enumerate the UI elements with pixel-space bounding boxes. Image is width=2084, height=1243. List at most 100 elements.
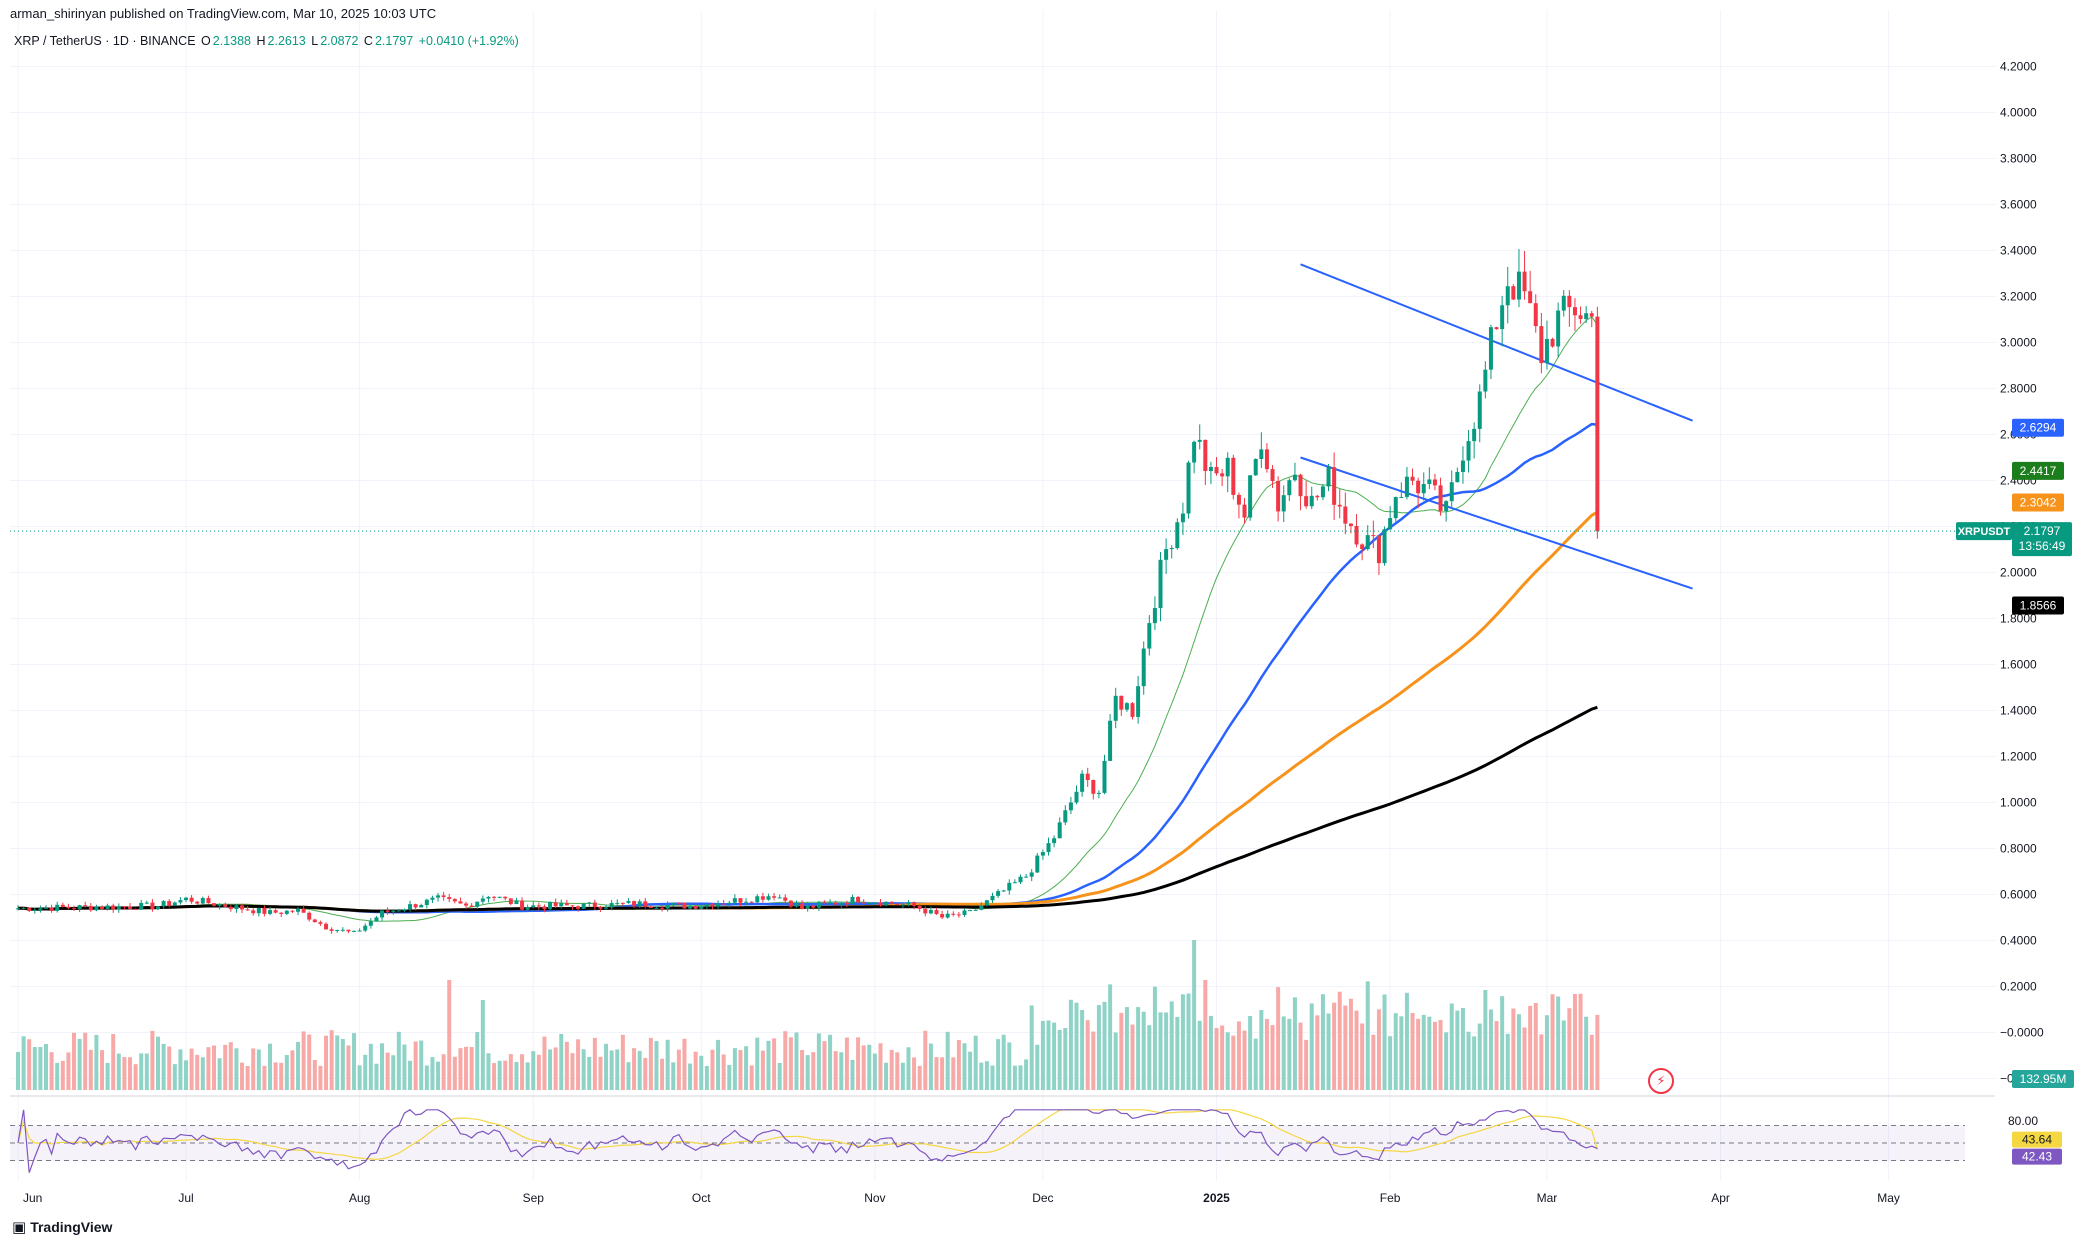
volume-bar bbox=[744, 1046, 749, 1090]
candlesticks bbox=[10, 249, 1955, 934]
x-tick-label: Nov bbox=[864, 1191, 885, 1205]
candle-body bbox=[1091, 780, 1096, 794]
tradingview-logo[interactable]: ▣ TradingView bbox=[12, 1218, 112, 1236]
volume-bar bbox=[1421, 1014, 1426, 1090]
volume-bar bbox=[1264, 1018, 1269, 1090]
symbol-tag: XRPUSDT bbox=[1958, 526, 2011, 538]
volume-bar bbox=[1455, 1010, 1460, 1090]
volume-bar bbox=[116, 1053, 121, 1090]
price-label-text: 1.8566 bbox=[2020, 598, 2057, 612]
symbol-name[interactable]: XRP / TetherUS · 1D · BINANCE bbox=[14, 34, 196, 48]
volume-bar bbox=[1018, 1065, 1023, 1090]
volume-bar bbox=[1332, 1002, 1337, 1090]
candle-body bbox=[301, 908, 306, 913]
candle-body bbox=[973, 909, 978, 911]
candle-body bbox=[1102, 760, 1107, 793]
candle-body bbox=[1242, 504, 1247, 518]
candle-body bbox=[273, 910, 278, 913]
volume-bar bbox=[637, 1050, 642, 1090]
candle-body bbox=[839, 902, 844, 905]
candle-body bbox=[772, 896, 777, 898]
candle-body bbox=[604, 907, 609, 909]
volume-bar bbox=[850, 1059, 855, 1090]
candle-body bbox=[1589, 313, 1594, 317]
candle-body bbox=[346, 929, 351, 932]
candle-body bbox=[766, 896, 771, 900]
rsi-tick-label: 80.00 bbox=[2008, 1114, 2038, 1128]
volume-bar bbox=[1500, 996, 1505, 1090]
volume-bar bbox=[1376, 1009, 1381, 1090]
volume-bar bbox=[49, 1052, 54, 1090]
volume-bar bbox=[1466, 1031, 1471, 1090]
volume-bar bbox=[805, 1055, 810, 1090]
bolt-icon[interactable]: ⚡ bbox=[1648, 1068, 1674, 1094]
candle-body bbox=[693, 906, 698, 909]
candle-body bbox=[94, 907, 99, 911]
volume-bar bbox=[284, 1055, 289, 1090]
volume-bar bbox=[251, 1048, 256, 1090]
volume-bar bbox=[609, 1050, 614, 1090]
candle-body bbox=[464, 903, 469, 906]
descending-channel[interactable] bbox=[1300, 263, 1693, 590]
volume-bar bbox=[559, 1033, 564, 1090]
price-labels: 2.6294 2.4417 2.3042 1.8566 XRPUSDT 2.179713:… bbox=[1956, 418, 2074, 1165]
candle-body bbox=[1466, 441, 1471, 461]
volume-bar bbox=[688, 1063, 693, 1090]
candle-body bbox=[1281, 495, 1286, 512]
candle-body bbox=[1214, 466, 1219, 474]
candle-body bbox=[1029, 872, 1034, 877]
candle-body bbox=[480, 898, 485, 902]
rsi-ma-line bbox=[17, 1109, 1598, 1161]
price-label-box bbox=[2012, 596, 2064, 615]
volume-bar bbox=[884, 1062, 889, 1090]
volume-bar bbox=[1550, 994, 1555, 1090]
volume-bar bbox=[1354, 1010, 1359, 1090]
volume-bar bbox=[1208, 1015, 1213, 1090]
volume-bar bbox=[1544, 1015, 1549, 1090]
candle-body bbox=[581, 903, 586, 909]
candle-body bbox=[1348, 523, 1353, 527]
candle-body bbox=[1399, 496, 1404, 498]
volume-bar bbox=[1287, 1018, 1292, 1090]
volume-bar bbox=[357, 1065, 362, 1090]
candle-body bbox=[525, 907, 530, 910]
candle-body bbox=[1382, 529, 1387, 564]
candle-body bbox=[1208, 466, 1213, 472]
volume-bar bbox=[587, 1056, 592, 1090]
rsi-ma-label-box bbox=[2012, 1131, 2062, 1148]
candle-body bbox=[385, 910, 390, 912]
candle-body bbox=[396, 910, 401, 912]
y-tick-label: 0.6000 bbox=[2000, 888, 2037, 902]
candle-body bbox=[1572, 307, 1577, 316]
candle-body bbox=[60, 904, 65, 907]
volume-bar bbox=[1589, 1034, 1594, 1090]
volume-bar bbox=[1169, 1001, 1174, 1090]
volume-bar bbox=[189, 1048, 194, 1090]
volume-bar bbox=[492, 1063, 497, 1090]
candle-body bbox=[1124, 703, 1129, 710]
y-tick-label: 2.8000 bbox=[2000, 382, 2037, 396]
volume-bar bbox=[598, 1056, 603, 1090]
volume-bar bbox=[811, 1052, 816, 1090]
candle-body bbox=[744, 901, 749, 903]
volume-bar bbox=[1242, 1030, 1247, 1090]
candle-body bbox=[335, 930, 340, 932]
candle-body bbox=[424, 899, 429, 906]
volume-bar bbox=[419, 1040, 424, 1090]
x-tick-label: 2025 bbox=[1203, 1191, 1230, 1205]
candle-body bbox=[352, 930, 357, 932]
candle-body bbox=[1320, 486, 1325, 498]
volume-bar bbox=[1035, 1044, 1040, 1090]
volume-bar bbox=[234, 1048, 239, 1090]
volume-bar bbox=[1102, 1001, 1107, 1090]
volume-bar bbox=[1348, 998, 1353, 1090]
volume-bar bbox=[878, 1043, 883, 1090]
ohlc-close-label: C bbox=[363, 34, 373, 48]
volume-bar bbox=[660, 1058, 665, 1090]
price-label-box bbox=[2012, 461, 2064, 480]
candle-body bbox=[1309, 495, 1314, 507]
countdown-text: 13:56:49 bbox=[2019, 539, 2066, 553]
volume-bar bbox=[1096, 1005, 1101, 1090]
candle-body bbox=[1455, 471, 1460, 483]
